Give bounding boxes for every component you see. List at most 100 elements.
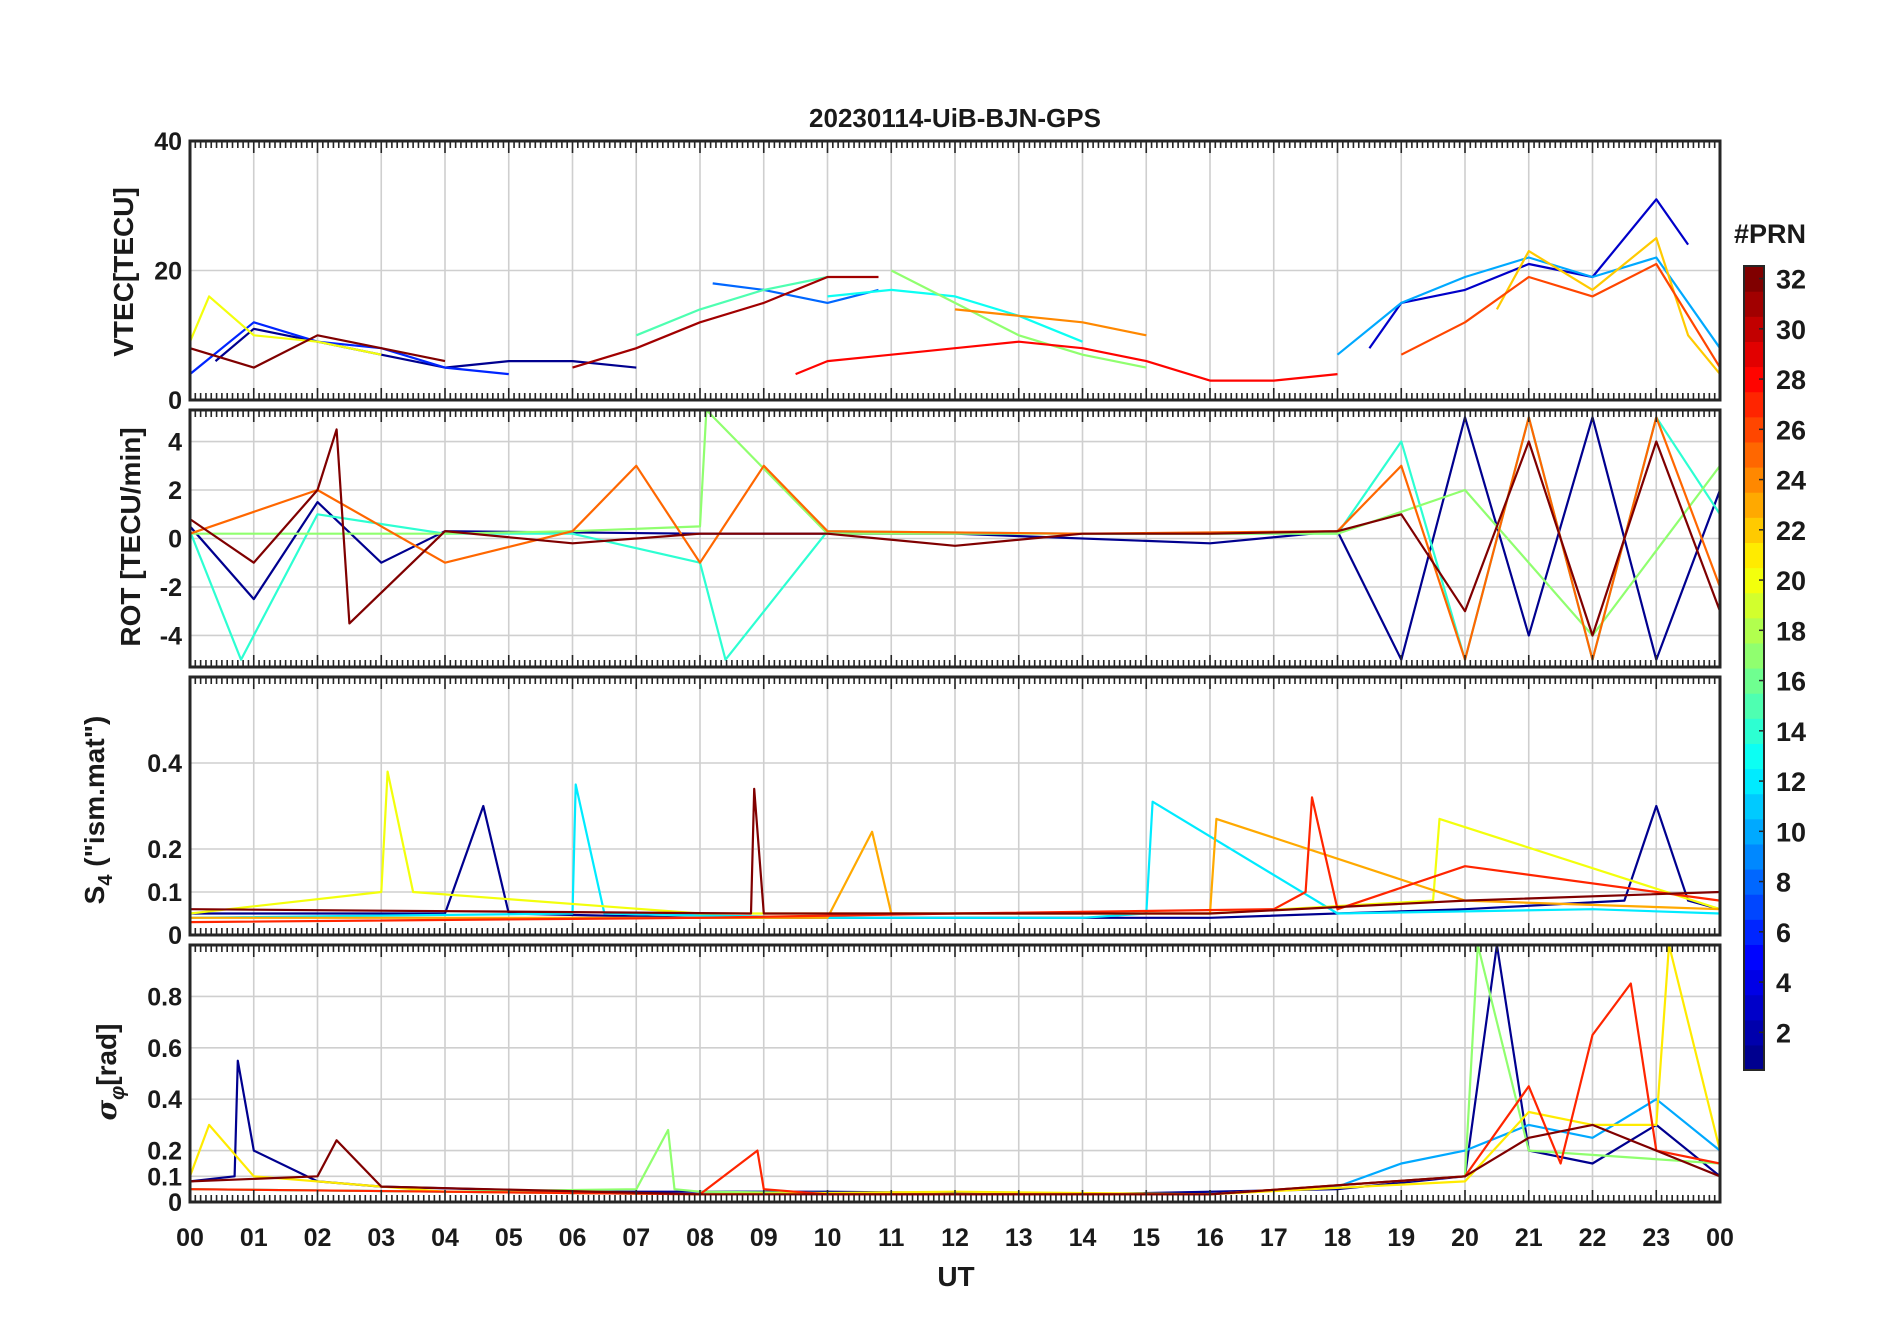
series-line-prn-1 xyxy=(214,327,637,369)
x-tick-label: 11 xyxy=(878,1224,905,1252)
ylabel-sigma-rest: [rad] xyxy=(91,1024,122,1086)
axes-frame xyxy=(188,408,1722,669)
x-tick-label: 00 xyxy=(176,1224,204,1252)
ylabel-s4-sub: 4 xyxy=(95,874,117,886)
colorbar-segment xyxy=(1744,768,1764,795)
series-line-prn-1 xyxy=(190,416,1720,661)
colorbar-tick-label: 6 xyxy=(1776,918,1791,948)
colorbar-tick-label: 20 xyxy=(1776,566,1806,596)
colorbar-segment xyxy=(1744,391,1764,418)
colorbar-segment xyxy=(1744,743,1764,770)
x-tick-label: 12 xyxy=(941,1224,969,1252)
x-tick-label: 13 xyxy=(1005,1224,1033,1252)
y-tick-label: 0 xyxy=(168,1189,182,1217)
colorbar-tick-label: 18 xyxy=(1776,616,1806,646)
y-tick-label: 0 xyxy=(168,922,182,950)
colorbar-tick-label: 26 xyxy=(1776,415,1806,445)
colorbar-tick-label: 28 xyxy=(1776,365,1806,395)
series-group xyxy=(190,198,1720,382)
x-tick-label: 19 xyxy=(1387,1224,1415,1252)
colorbar-segment xyxy=(1744,1044,1764,1071)
ylabel-s4-rest: ("ism.mat") xyxy=(79,716,110,875)
series-line-prn-13 xyxy=(827,288,1083,343)
y-tick-label: 0.2 xyxy=(147,1138,182,1166)
colorbar-segment xyxy=(1744,542,1764,569)
x-tick-label: 10 xyxy=(814,1224,842,1252)
series-line-prn-6 xyxy=(190,321,509,376)
colorbar-segment xyxy=(1744,818,1764,845)
colorbar-frame xyxy=(1743,265,1765,1071)
colorbar-segment xyxy=(1744,567,1764,594)
colorbar-segment xyxy=(1744,291,1764,317)
x-tick-label: 08 xyxy=(686,1224,714,1252)
colorbar-tick-label: 4 xyxy=(1776,968,1791,998)
y-tick-label: 0.4 xyxy=(147,750,182,778)
colorbar-tick-label: 14 xyxy=(1776,717,1806,747)
colorbar-tick-label: 2 xyxy=(1776,1018,1791,1048)
colorbar-segment xyxy=(1744,492,1764,518)
series-line-prn-22 xyxy=(1495,237,1720,375)
colorbar-segment xyxy=(1744,793,1764,820)
y-tick-label: 40 xyxy=(154,128,182,156)
colorbar-title: #PRN xyxy=(1734,219,1806,249)
x-tick-label: 21 xyxy=(1515,1224,1543,1252)
colorbar-segment xyxy=(1744,366,1764,393)
y-tick-label: 0 xyxy=(168,526,182,554)
colorbar-segment xyxy=(1744,969,1764,996)
x-tick-label: 16 xyxy=(1196,1224,1224,1252)
y-tick-label: 0.2 xyxy=(147,836,182,864)
colorbar-segment xyxy=(1744,416,1764,443)
colorbar-segment xyxy=(1744,718,1764,744)
x-axis-label: UT xyxy=(937,1261,974,1292)
colorbar-segment xyxy=(1744,944,1764,971)
colorbar-segment xyxy=(1744,919,1764,945)
ylabel-sigma-main: σ xyxy=(90,1099,123,1120)
colorbar-tick-label: 12 xyxy=(1776,767,1806,797)
colorbar-segment xyxy=(1744,617,1764,644)
colorbar-segment xyxy=(1744,592,1764,619)
colorbar-segment xyxy=(1744,1019,1764,1046)
x-tick-label: 22 xyxy=(1579,1224,1607,1252)
ylabel-rot: ROT [TECU/min] xyxy=(115,427,146,646)
series-line-prn-26 xyxy=(1400,262,1720,369)
series-group xyxy=(190,770,1720,924)
y-tick-label: 0 xyxy=(168,387,182,415)
colorbar-segment xyxy=(1744,668,1764,694)
series-line-prn-32 xyxy=(190,428,1720,637)
series-line-prn-8 xyxy=(712,282,879,304)
y-tick-label: 0.1 xyxy=(147,879,182,907)
x-tick-label: 09 xyxy=(750,1224,778,1252)
x-tick-label: 07 xyxy=(622,1224,650,1252)
x-tick-label: 17 xyxy=(1260,1224,1288,1252)
colorbar-tick-label: 8 xyxy=(1776,868,1791,898)
colorbar-tick-label: 32 xyxy=(1776,265,1806,295)
series-line-prn-24 xyxy=(954,308,1147,337)
colorbar-segment xyxy=(1744,467,1764,493)
colorbar-segment xyxy=(1744,843,1764,870)
series-group xyxy=(190,410,1720,661)
ylabel-sigma-sub: φ xyxy=(107,1086,129,1100)
s4-panel: 0 0.1 0.2 0.4 xyxy=(147,675,1722,950)
ylabel-s4: S4 ("ism.mat") xyxy=(79,716,117,905)
series-line-prn-32 xyxy=(190,334,446,369)
series-line-prn-28 xyxy=(795,340,1338,382)
x-tick-label: 05 xyxy=(495,1224,523,1252)
series-line-prn-15 xyxy=(635,275,828,337)
series-line-prn-10 xyxy=(1336,256,1720,356)
x-tick-label: 04 xyxy=(431,1224,459,1252)
colorbar-tick-label: 22 xyxy=(1776,516,1806,546)
y-tick-label: -4 xyxy=(160,622,182,650)
x-tick-label: 20 xyxy=(1451,1224,1479,1252)
colorbar-segment xyxy=(1744,341,1764,368)
x-tick-label: 15 xyxy=(1132,1224,1160,1252)
figure-title: 20230114-UiB-BJN-GPS xyxy=(809,103,1101,133)
ylabel-sigma-phi: σφ[rad] xyxy=(90,1024,129,1121)
y-tick-label: 0.8 xyxy=(147,983,182,1011)
y-tick-label: 4 xyxy=(168,429,182,457)
axes-frame xyxy=(188,675,1722,937)
colorbar-segment xyxy=(1744,517,1764,543)
colorbar-segment xyxy=(1744,316,1764,342)
series-line-prn-31 xyxy=(572,275,879,369)
